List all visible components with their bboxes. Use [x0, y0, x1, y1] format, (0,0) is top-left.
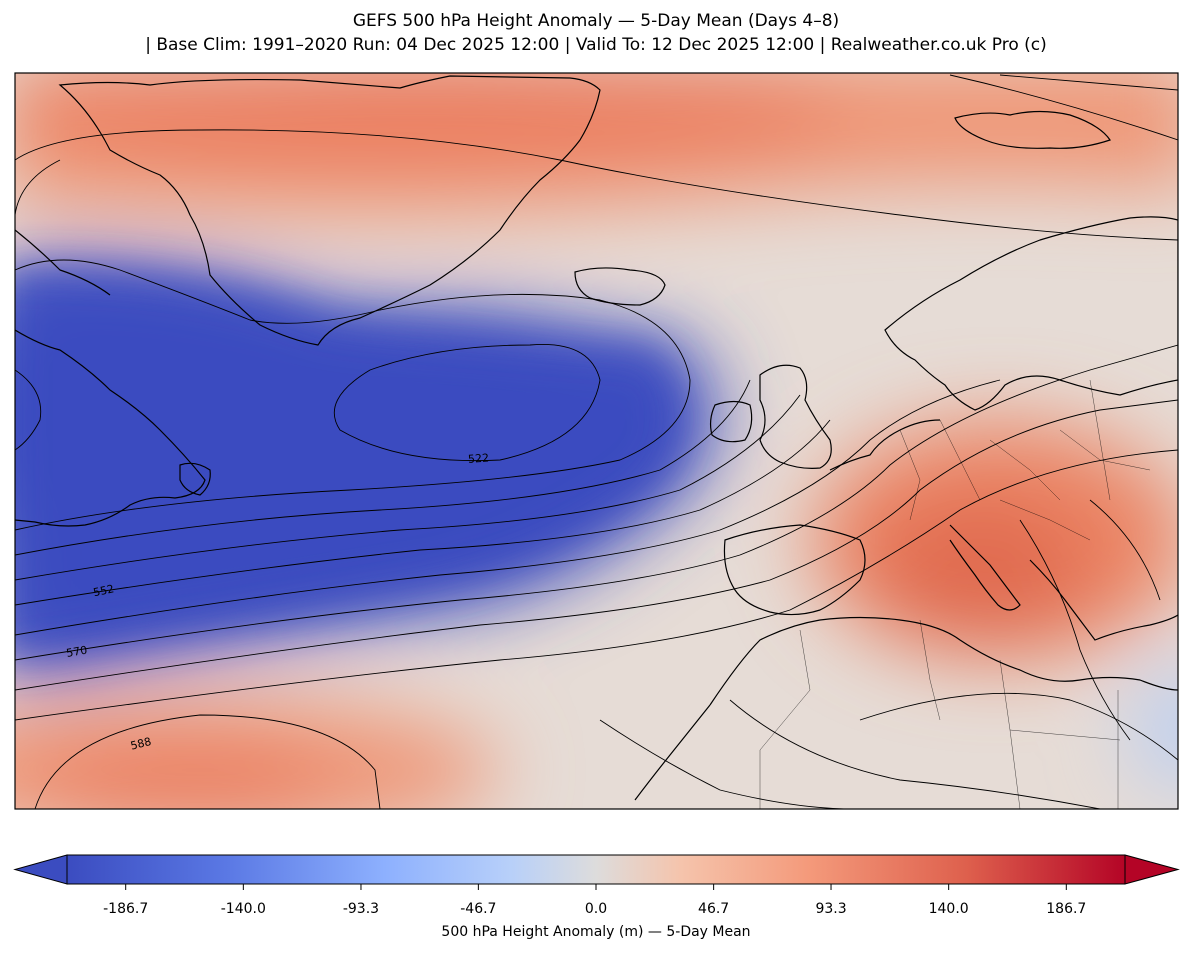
colorbar-tick-label: 46.7: [698, 901, 729, 917]
colorbar-tick-label: 186.7: [1046, 901, 1086, 917]
colorbar-label: 500 hPa Height Anomaly (m) — 5-Day Mean: [441, 924, 751, 940]
map-subtitle: | Base Clim: 1991–2020 Run: 04 Dec 2025 …: [145, 35, 1047, 55]
colorbar-gradient: [67, 855, 1125, 884]
colorbar-tick-label: 0.0: [585, 901, 607, 917]
colorbar: -186.7 -140.0 -93.3 -46.7 0.0 46.7 93.3 140.0 18…: [13, 854, 1180, 917]
colorbar-tick-label: 93.3: [815, 901, 846, 917]
country-borders: [759, 379, 1151, 809]
coastlines: [15, 75, 1178, 801]
colorbar-extend-low: [13, 854, 68, 885]
colorbar-tick-label: 140.0: [929, 901, 969, 917]
colorbar-tick-label: -46.7: [460, 901, 496, 917]
colorbar-extend-high: [1124, 854, 1180, 885]
anomaly-field: [15, 73, 1178, 809]
contour-label-588: 588: [129, 735, 153, 753]
map-title: GEFS 500 hPa Height Anomaly — 5-Day Mean…: [352, 11, 840, 31]
colorbar-tick-label: -93.3: [343, 901, 379, 917]
contour-labels: 522 552 570 588: [65, 451, 490, 753]
colorbar-tick-label: -186.7: [103, 901, 148, 917]
colorbar-tick-label: -140.0: [221, 901, 266, 917]
height-contours: [15, 74, 1178, 809]
contour-label-570: 570: [65, 644, 88, 660]
contour-label-522: 522: [468, 451, 490, 465]
map-frame: [14, 72, 1179, 810]
contour-label-552: 552: [92, 582, 115, 599]
